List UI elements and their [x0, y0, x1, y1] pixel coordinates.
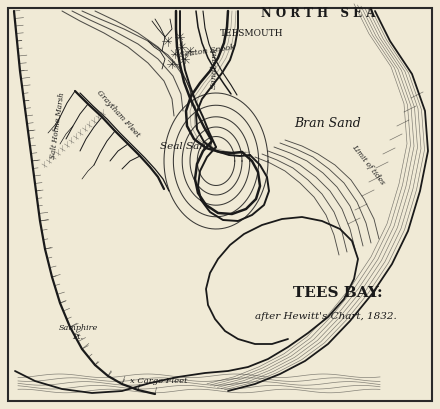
Text: Limit of tides: Limit of tides — [350, 143, 386, 186]
Text: Seaton Snook: Seaton Snook — [179, 43, 235, 59]
Text: N O R T H   S E A: N O R T H S E A — [261, 7, 375, 20]
Text: Graytham Fleet: Graytham Fleet — [95, 89, 141, 139]
Text: Samphire
Pt.: Samphire Pt. — [59, 324, 98, 341]
Text: Sandbank: Sandbank — [209, 46, 219, 89]
Text: Bran Sand: Bran Sand — [295, 117, 361, 130]
Text: x Cargo Fleet: x Cargo Fleet — [130, 377, 187, 385]
Text: TEES BAY:: TEES BAY: — [293, 286, 383, 300]
Text: Salt Holme Marsh: Salt Holme Marsh — [49, 92, 66, 159]
Text: Seal Sand: Seal Sand — [160, 142, 212, 151]
Text: TEESMOUTH: TEESMOUTH — [220, 29, 284, 38]
Text: after Hewitt's Chart, 1832.: after Hewitt's Chart, 1832. — [255, 312, 397, 321]
